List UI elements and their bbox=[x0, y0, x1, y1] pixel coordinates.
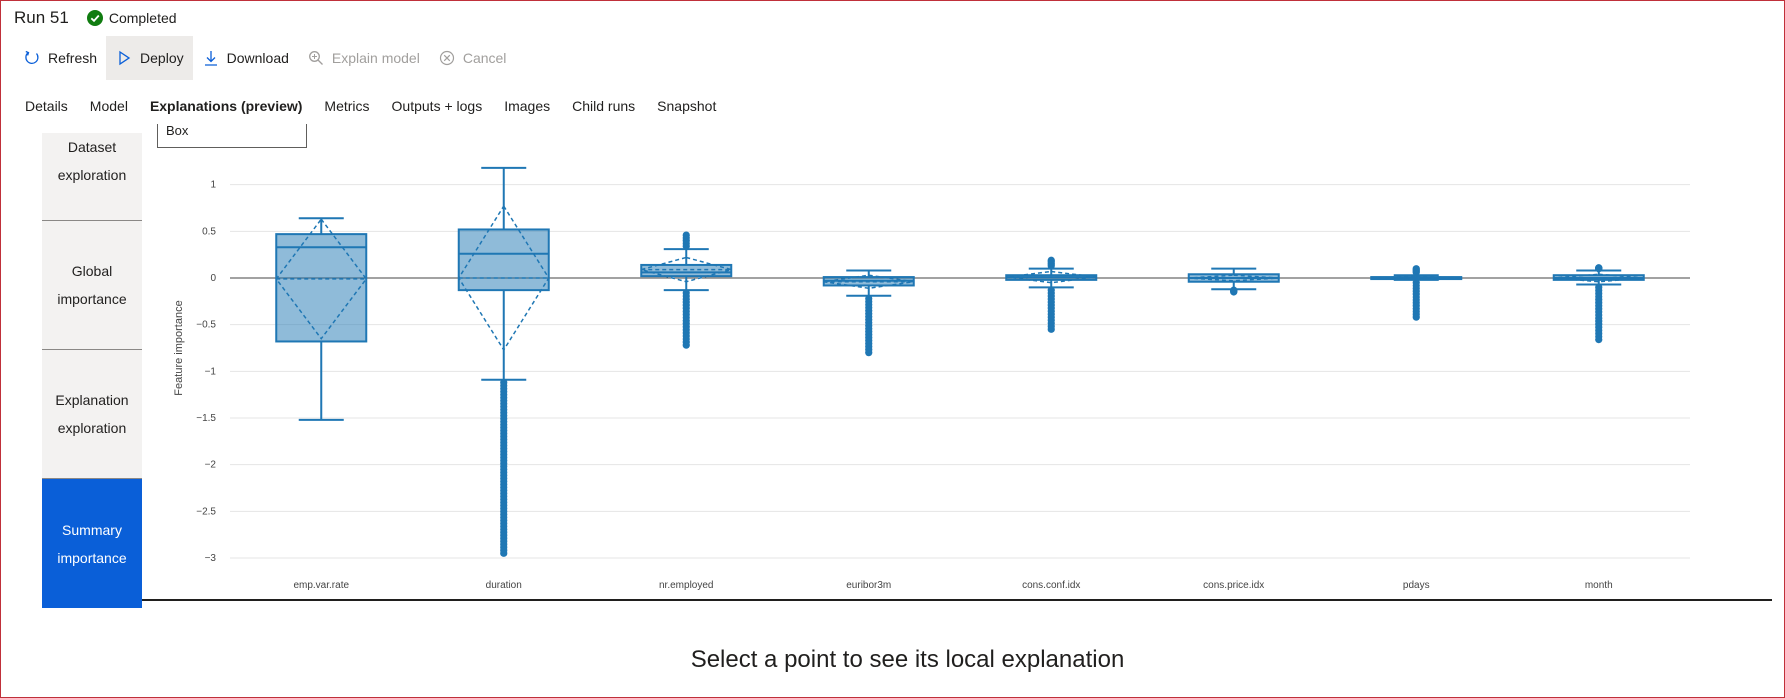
download-icon bbox=[204, 51, 217, 66]
plot-type-dropdown[interactable]: Box bbox=[157, 124, 307, 148]
box-nr.employed bbox=[638, 231, 735, 349]
box-euribor3m bbox=[822, 269, 915, 357]
x-tick-label: emp.var.rate bbox=[293, 580, 349, 590]
deploy-button[interactable]: Deploy bbox=[106, 36, 193, 80]
mean-sd-diamond bbox=[823, 274, 914, 290]
y-tick-label: −0.5 bbox=[196, 320, 216, 331]
outlier-point bbox=[1230, 286, 1238, 294]
cancel-icon bbox=[439, 50, 454, 66]
download-button[interactable]: Download bbox=[193, 36, 298, 80]
y-axis-label: Feature importance bbox=[173, 300, 185, 395]
nav-dataset-exploration[interactable]: Dataset exploration bbox=[42, 133, 142, 221]
local-explanation-hint: Select a point to see its local explanat… bbox=[690, 646, 1125, 673]
box-cons.price.idx bbox=[1187, 267, 1280, 296]
x-tick-label: euribor3m bbox=[846, 580, 891, 590]
nav-summary-importance[interactable]: Summary importance bbox=[42, 479, 142, 608]
download-label: Download bbox=[226, 50, 289, 66]
box-cons.conf.idx bbox=[1005, 256, 1098, 333]
y-tick-label: −3 bbox=[205, 553, 217, 564]
x-tick-label: month bbox=[1585, 580, 1613, 590]
box-iqr bbox=[275, 233, 368, 343]
mean-sd-diamond bbox=[1553, 273, 1644, 283]
box-emp.var.rate bbox=[275, 217, 368, 421]
outlier-point bbox=[682, 231, 690, 239]
outlier-point bbox=[1412, 313, 1420, 321]
outlier-point bbox=[1595, 336, 1603, 344]
explanation-sidenav: Dataset exploration Global importance Ex… bbox=[42, 133, 142, 608]
deploy-label: Deploy bbox=[140, 50, 184, 66]
box-pdays bbox=[1370, 265, 1463, 321]
refresh-icon bbox=[25, 50, 39, 64]
y-tick-label: −2 bbox=[205, 460, 217, 471]
nav-global-importance[interactable]: Global importance bbox=[42, 221, 142, 350]
magnifier-icon bbox=[308, 51, 323, 65]
mean-sd-diamond bbox=[1006, 270, 1097, 284]
tab-images[interactable]: Images bbox=[504, 98, 551, 114]
tab-outputs-logs[interactable]: Outputs + logs bbox=[391, 98, 483, 114]
summary-importance-chart: 1 0.5 0 −0.5 −1 −1.5 −2 −2.5 −3 Feature importanc… bbox=[173, 166, 1690, 590]
x-tick-label: duration bbox=[486, 580, 522, 590]
x-tick-label: nr.employed bbox=[659, 580, 713, 590]
tab-model[interactable]: Model bbox=[89, 98, 128, 114]
outlier-point bbox=[500, 549, 508, 557]
y-tick-label: 0 bbox=[210, 273, 216, 284]
tab-explanations[interactable]: Explanations (preview) bbox=[149, 98, 303, 114]
y-tick-label: −1 bbox=[205, 366, 217, 377]
x-tick-label: cons.price.idx bbox=[1203, 580, 1264, 590]
mean-sd-diamond bbox=[1188, 274, 1279, 282]
command-bar: Refresh Deploy Download Explain model Ca… bbox=[14, 36, 515, 80]
tab-metrics[interactable]: Metrics bbox=[324, 98, 370, 114]
refresh-label: Refresh bbox=[48, 50, 98, 66]
tab-child-runs[interactable]: Child runs bbox=[572, 98, 636, 114]
mean-sd-diamond bbox=[638, 256, 735, 283]
refresh-button[interactable]: Refresh bbox=[14, 36, 106, 80]
tab-bar: Details Model Explanations (preview) Met… bbox=[14, 98, 727, 124]
y-tick-label: 1 bbox=[210, 180, 216, 191]
tab-snapshot[interactable]: Snapshot bbox=[657, 98, 717, 114]
explain-model-label: Explain model bbox=[331, 50, 420, 66]
status-badge: Completed bbox=[86, 10, 177, 26]
cancel-label: Cancel bbox=[462, 50, 507, 66]
cancel-button[interactable]: Cancel bbox=[429, 36, 516, 80]
outlier-point bbox=[1412, 265, 1420, 273]
outlier-point bbox=[1047, 325, 1055, 333]
section-divider bbox=[142, 599, 1772, 601]
box-duration bbox=[457, 166, 550, 557]
x-tick-label: pdays bbox=[1403, 580, 1430, 590]
y-tick-label: −2.5 bbox=[196, 506, 216, 517]
mean-sd-diamond bbox=[275, 217, 368, 340]
y-tick-label: −1.5 bbox=[196, 413, 216, 424]
run-header: Run 51 Completed bbox=[14, 6, 177, 30]
nav-explanation-exploration[interactable]: Explanation exploration bbox=[42, 350, 142, 479]
box-iqr bbox=[457, 228, 550, 292]
outlier-point bbox=[682, 341, 690, 349]
outlier-point bbox=[1047, 256, 1055, 264]
y-tick-label: 0.5 bbox=[202, 226, 216, 237]
play-icon bbox=[119, 50, 131, 66]
tab-details[interactable]: Details bbox=[25, 98, 68, 114]
outlier-point bbox=[1595, 265, 1603, 273]
mean-sd-diamond bbox=[457, 204, 550, 352]
status-text: Completed bbox=[108, 10, 177, 26]
box-month bbox=[1552, 264, 1645, 344]
box-iqr bbox=[640, 263, 733, 278]
check-circle-icon bbox=[86, 10, 103, 26]
x-tick-label: cons.conf.idx bbox=[1022, 580, 1080, 590]
run-title: Run 51 bbox=[14, 8, 69, 27]
explain-model-button[interactable]: Explain model bbox=[298, 36, 429, 80]
outlier-point bbox=[865, 349, 873, 357]
